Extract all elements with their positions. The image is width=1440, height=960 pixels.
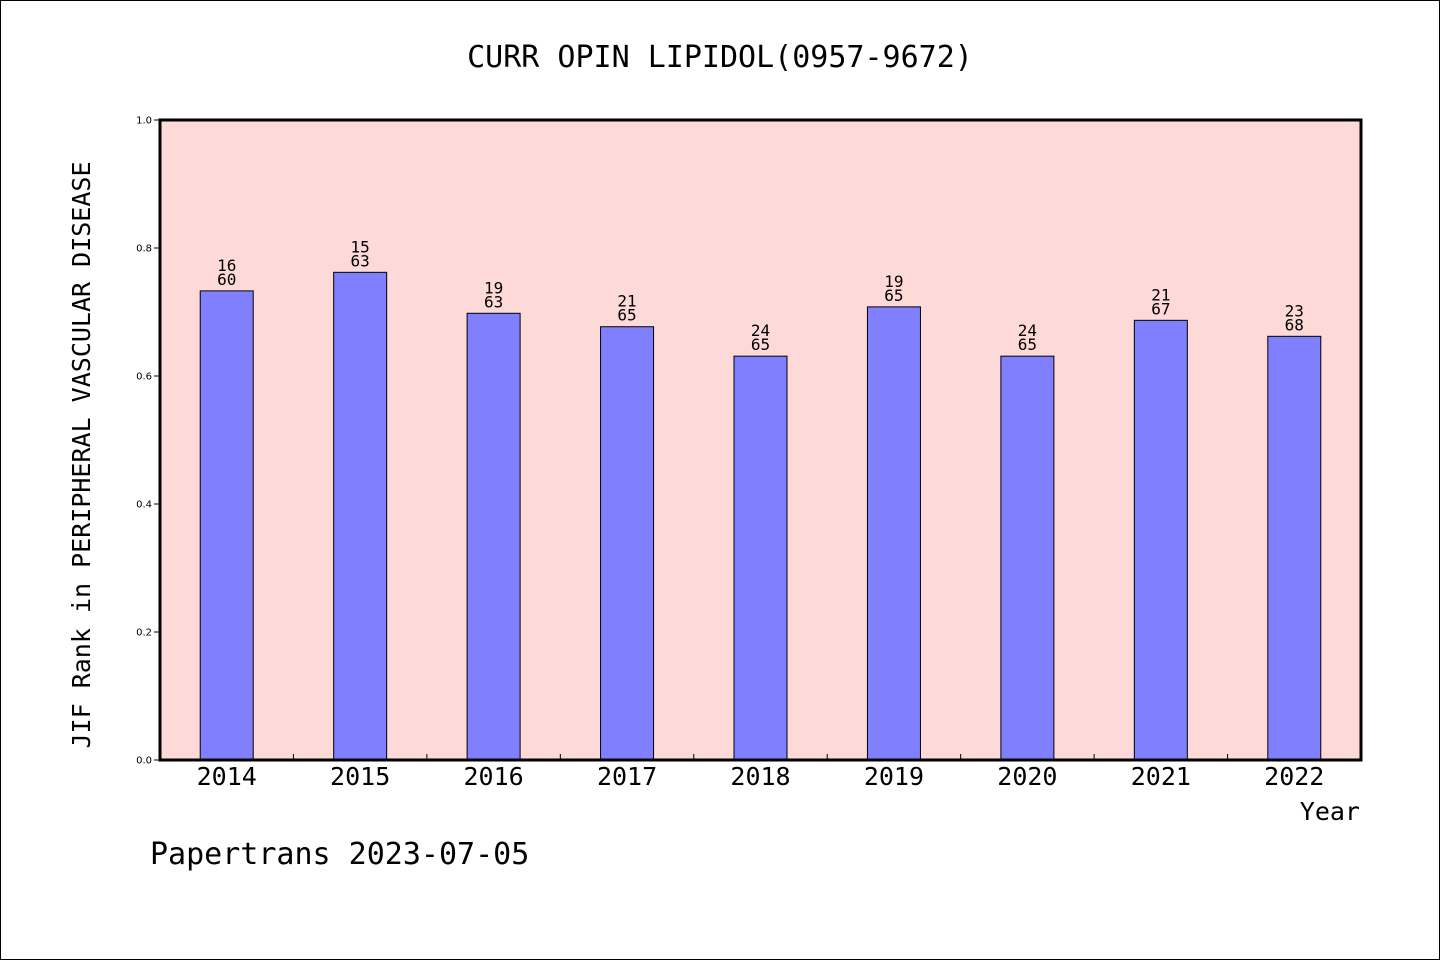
x-axis-label: Year <box>1300 797 1360 826</box>
x-tick-label-2017: 2017 <box>597 762 657 791</box>
footer-credit: Papertrans 2023-07-05 <box>150 837 529 872</box>
x-tick-label-2022: 2022 <box>1264 762 1324 791</box>
bar-total-label: 65 <box>884 286 903 305</box>
bar-total-label: 65 <box>1018 335 1037 354</box>
bar-2019 <box>866 306 921 761</box>
bar-2020 <box>1000 355 1055 761</box>
bar-2014 <box>199 290 254 761</box>
bar-2021 <box>1133 319 1188 761</box>
bar-total-label: 67 <box>1151 299 1170 318</box>
bar-2015 <box>333 271 388 761</box>
x-tick-label-2020: 2020 <box>997 762 1057 791</box>
bar-2017 <box>600 326 655 761</box>
y-tick-label: 0.2 <box>136 628 152 639</box>
bar-rank-label: 19 <box>484 278 503 297</box>
bar-2018 <box>733 355 788 761</box>
bar-rank-label: 24 <box>1018 321 1037 340</box>
bar-total-label: 68 <box>1285 315 1304 334</box>
bar-rank-label: 19 <box>884 272 903 291</box>
y-tick-label: 0.8 <box>136 244 152 255</box>
bar-rank-label: 24 <box>751 321 770 340</box>
bars-group <box>199 271 1322 761</box>
bar-total-label: 60 <box>217 270 236 289</box>
x-tick-label-2014: 2014 <box>197 762 257 791</box>
bar-2022 <box>1267 335 1322 761</box>
x-tick-label-2015: 2015 <box>330 762 390 791</box>
plot-border <box>158 118 1363 762</box>
bar-rank-label: 16 <box>217 256 236 275</box>
y-tick-label: 0.6 <box>136 372 152 383</box>
x-tick-label-2018: 2018 <box>730 762 790 791</box>
bar-rank-label: 21 <box>617 292 636 311</box>
bar-rank-label: 23 <box>1285 301 1304 320</box>
bar-total-label: 63 <box>484 292 503 311</box>
y-tick-label: 1.0 <box>136 116 152 127</box>
y-axis-label: JIF Rank in PERIPHERAL VASCULAR DISEASE <box>67 162 96 749</box>
bar-2016 <box>466 312 521 761</box>
x-tick-label-2016: 2016 <box>464 762 524 791</box>
y-tick-label: 0.4 <box>136 500 152 511</box>
x-tick-label-2019: 2019 <box>864 762 924 791</box>
bar-total-label: 63 <box>351 251 370 270</box>
bar-total-label: 65 <box>751 335 770 354</box>
bar-total-label: 65 <box>617 306 636 325</box>
x-axis: 2014 2015 2016 2017 2018 2019 2020 2021 2022 <box>197 754 1324 791</box>
chart-title: CURR OPIN LIPIDOL(0957-9672) <box>467 40 973 75</box>
bar-rank-label: 15 <box>351 237 370 256</box>
x-tick-label-2021: 2021 <box>1131 762 1191 791</box>
y-tick-label: 0.0 <box>136 756 152 767</box>
bar-rank-label: 21 <box>1151 285 1170 304</box>
y-axis: 0.0 0.2 0.4 0.6 0.8 1.0 <box>136 116 160 767</box>
